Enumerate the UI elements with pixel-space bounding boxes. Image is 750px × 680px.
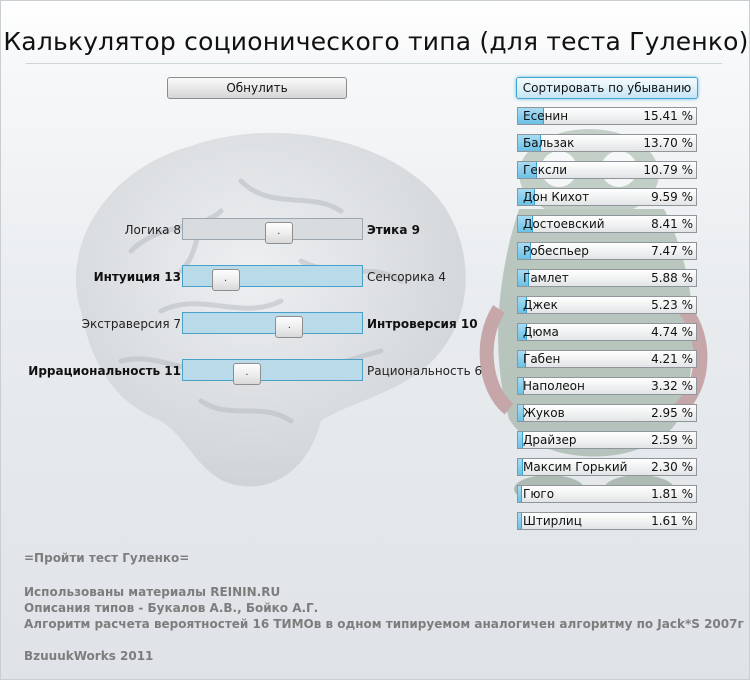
type-name: Максим Горький: [523, 460, 628, 474]
credit-algorithm: Алгоритм расчета вероятностей 16 ТИМОв в…: [24, 617, 744, 631]
type-probability-fill: [518, 270, 529, 286]
type-row: Штирлиц 1.61 %: [517, 512, 697, 530]
type-row: Максим Горький 2.30 %: [517, 458, 697, 476]
type-percentage: 15.41 %: [643, 109, 693, 123]
type-percentage: 3.32 %: [651, 379, 693, 393]
take-test-link[interactable]: =Пройти тест Гуленко=: [24, 551, 190, 565]
type-row: Есенин 15.41 %: [517, 107, 697, 125]
type-percentage: 1.61 %: [651, 514, 693, 528]
slider-thumb[interactable]: .: [211, 269, 240, 291]
type-percentage: 1.81 %: [651, 487, 693, 501]
type-percentage: 5.23 %: [651, 298, 693, 312]
type-probability-fill: [518, 378, 524, 394]
type-row: Дон Кихот 9.59 %: [517, 188, 697, 206]
slider-left-label: Экстраверсия 7: [81, 317, 181, 331]
type-percentage: 9.59 %: [651, 190, 693, 204]
type-probability-fill: [518, 405, 524, 421]
type-row: Джек 5.23 %: [517, 296, 697, 314]
slider-row-irrational-rational: Иррациональность 11 . Рациональность 6: [1, 359, 749, 385]
page-title: Калькулятор соционического типа (для тес…: [3, 27, 749, 56]
slider-thumb[interactable]: .: [232, 363, 261, 385]
type-name: Есенин: [523, 109, 569, 123]
type-probability-fill: [518, 162, 537, 178]
type-percentage: 10.79 %: [643, 163, 693, 177]
slider-left-label: Иррациональность 11: [28, 364, 181, 378]
type-row: Бальзак 13.70 %: [517, 134, 697, 152]
type-percentage: 4.74 %: [651, 325, 693, 339]
type-name: Дюма: [523, 325, 559, 339]
type-probability-fill: [518, 189, 535, 205]
type-probability-fill: [518, 216, 533, 232]
brain-icon: [75, 132, 466, 487]
type-row: Дюма 4.74 %: [517, 323, 697, 341]
slider-track[interactable]: .: [182, 218, 363, 244]
type-row: Гюго 1.81 %: [517, 485, 697, 503]
title-divider: [26, 63, 722, 64]
credit-descriptions: Описания типов - Букалов А.В., Бойко А.Г…: [24, 601, 319, 615]
type-name: Штирлиц: [523, 514, 582, 528]
type-percentage: 13.70 %: [643, 136, 693, 150]
type-name: Драйзер: [523, 433, 577, 447]
type-percentage: 5.88 %: [651, 271, 693, 285]
type-row: Достоевский 8.41 %: [517, 215, 697, 233]
type-probability-fill: [518, 243, 531, 259]
type-percentage: 2.95 %: [651, 406, 693, 420]
type-percentage: 8.41 %: [651, 217, 693, 231]
type-name: Гамлет: [523, 271, 569, 285]
type-name: Дон Кихот: [523, 190, 590, 204]
type-row: Гексли 10.79 %: [517, 161, 697, 179]
slider-left-label: Интуиция 13: [93, 270, 181, 284]
type-name: Робеспьер: [523, 244, 589, 258]
credit-materials: Использованы материалы REININ.RU: [24, 585, 281, 599]
slider-right-label: Сенсорика 4: [367, 270, 447, 284]
slider-left-label: Логика 8: [124, 223, 181, 237]
type-name: Гексли: [523, 163, 568, 177]
slider-track[interactable]: .: [182, 359, 363, 385]
slider-track[interactable]: .: [182, 312, 363, 338]
type-name: Наполеон: [523, 379, 585, 393]
sort-descending-button[interactable]: Сортировать по убыванию: [516, 77, 698, 99]
type-probability-fill: [518, 351, 526, 367]
type-probability-fill: [518, 135, 541, 151]
slider-row-intuition-sensing: Интуиция 13 . Сенсорика 4: [1, 265, 749, 291]
reset-button[interactable]: Обнулить: [167, 77, 347, 99]
slider-thumb[interactable]: .: [264, 222, 293, 244]
slider-thumb[interactable]: .: [275, 316, 304, 338]
slider-right-label: Интроверсия 10: [367, 317, 478, 331]
slider-row-extraversion-introversion: Экстраверсия 7 . Интроверсия 10: [1, 312, 749, 338]
type-name: Гюго: [523, 487, 555, 501]
type-probability-fill: [518, 108, 544, 124]
type-name: Джек: [523, 298, 558, 312]
type-name: Жуков: [523, 406, 565, 420]
slider-row-logic-ethics: Логика 8 . Этика 9: [1, 218, 749, 244]
type-percentage: 4.21 %: [651, 352, 693, 366]
type-probability-fill: [518, 432, 523, 448]
type-row: Драйзер 2.59 %: [517, 431, 697, 449]
type-row: Робеспьер 7.47 %: [517, 242, 697, 260]
type-probability-fill: [518, 486, 522, 502]
slider-track[interactable]: .: [182, 265, 363, 291]
type-name: Бальзак: [523, 136, 575, 150]
type-row: Наполеон 3.32 %: [517, 377, 697, 395]
slider-right-label: Рациональность 6: [367, 364, 483, 378]
brand-label: BzuuukWorks 2011: [24, 649, 154, 663]
type-probability-fill: [518, 513, 522, 529]
type-percentage: 2.30 %: [651, 460, 693, 474]
slider-right-label: Этика 9: [367, 223, 420, 237]
type-row: Гамлет 5.88 %: [517, 269, 697, 287]
type-name: Габен: [523, 352, 561, 366]
type-probability-fill: [518, 297, 527, 313]
type-row: Жуков 2.95 %: [517, 404, 697, 422]
type-row: Габен 4.21 %: [517, 350, 697, 368]
type-name: Достоевский: [523, 217, 605, 231]
type-probability-fill: [518, 459, 523, 475]
type-probability-fill: [518, 324, 527, 340]
type-percentage: 2.59 %: [651, 433, 693, 447]
type-percentage: 7.47 %: [651, 244, 693, 258]
